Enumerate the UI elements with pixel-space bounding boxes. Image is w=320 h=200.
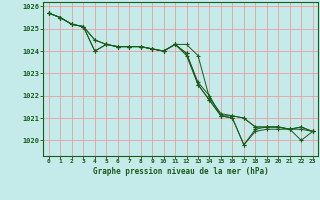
X-axis label: Graphe pression niveau de la mer (hPa): Graphe pression niveau de la mer (hPa)	[93, 167, 269, 176]
